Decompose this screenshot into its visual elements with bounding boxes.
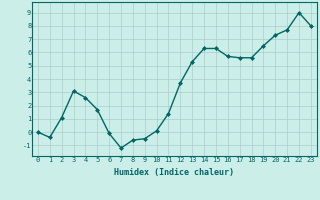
X-axis label: Humidex (Indice chaleur): Humidex (Indice chaleur) [115,168,234,177]
